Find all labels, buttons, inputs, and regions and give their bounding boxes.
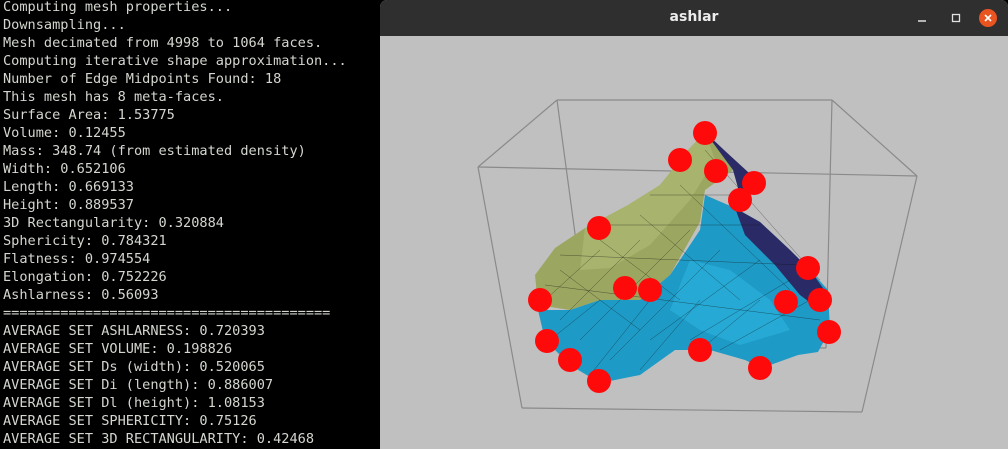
edge-midpoint-marker — [638, 278, 662, 302]
maximize-icon — [951, 13, 961, 23]
window-title: ashlar — [669, 9, 719, 25]
edge-midpoint-marker — [774, 290, 798, 314]
bbox-edge — [831, 99, 918, 177]
mesh-wire-edge — [679, 184, 791, 291]
edge-midpoint-marker — [668, 148, 692, 172]
terminal-line: Computing mesh properties... — [3, 0, 233, 15]
edge-midpoint-marker — [817, 320, 841, 344]
maximize-button[interactable] — [947, 9, 965, 27]
terminal-line: Computing iterative shape approximation.… — [3, 53, 347, 69]
edge-midpoint-marker — [728, 188, 752, 212]
terminal-line: Mass: 348.74 (from estimated density) — [3, 143, 306, 159]
3d-viewport[interactable] — [380, 36, 1008, 449]
terminal-line: AVERAGE SET 3D RECTANGULARITY: 0.42468 — [3, 431, 314, 447]
mesh-wire-edge — [544, 284, 821, 321]
close-icon — [984, 14, 992, 22]
edge-midpoint-marker — [528, 288, 552, 312]
terminal-line: AVERAGE SET Di (length): 0.886007 — [3, 377, 274, 393]
terminal-line: Surface Area: 1.53775 — [3, 107, 175, 123]
edge-midpoint-marker — [796, 256, 820, 280]
mesh-wire-edge — [699, 299, 761, 351]
bbox-edge — [477, 166, 523, 409]
edge-midpoint-marker — [742, 171, 766, 195]
edge-midpoint-markers — [528, 121, 841, 393]
terminal-line: Volume: 0.12455 — [3, 125, 126, 141]
terminal-line: Sphericity: 0.784321 — [3, 233, 167, 249]
edge-midpoint-marker — [558, 348, 582, 372]
terminal-line: AVERAGE SET ASHLARNESS: 0.720393 — [3, 323, 265, 339]
mesh-wire-edge — [599, 239, 681, 301]
edge-midpoint-marker — [535, 329, 559, 353]
terminal-line: AVERAGE SET VOLUME: 0.198826 — [3, 341, 233, 357]
mesh-blue-highlight — [670, 260, 790, 345]
mesh-wire-edge — [549, 299, 601, 341]
terminal-line: AVERAGE SET SPHERICITY: 0.75126 — [3, 413, 257, 429]
terminal-panel[interactable]: Computing mesh properties... Downsampling… — [0, 0, 382, 449]
terminal-line: Elongation: 0.752226 — [3, 269, 167, 285]
minimize-button[interactable] — [913, 9, 931, 27]
mesh-wire-edge — [589, 299, 651, 376]
edge-midpoint-marker — [587, 216, 611, 240]
terminal-line: Downsampling... — [3, 17, 126, 33]
mesh-navy-region — [735, 208, 828, 310]
mesh-wire-edge — [639, 214, 741, 301]
mesh-wire-edge — [559, 254, 801, 266]
mesh-scene[interactable] — [380, 36, 1008, 449]
bbox-edge — [477, 99, 558, 168]
edge-midpoint-marker — [693, 121, 717, 145]
terminal-line: This mesh has 8 meta-faces. — [3, 89, 224, 105]
terminal-line: Flatness: 0.974554 — [3, 251, 151, 267]
mesh-wire-edge — [609, 249, 721, 361]
edge-midpoint-marker — [587, 369, 611, 393]
mesh-wire-edge — [559, 239, 641, 321]
bbox-edge — [861, 175, 918, 413]
edge-midpoint-marker — [613, 276, 637, 300]
terminal-line: AVERAGE SET Ds (width): 0.520065 — [3, 359, 265, 375]
terminal-line: AVERAGE SET Dl (height): 1.08153 — [3, 395, 265, 411]
terminal-line: 3D Rectangularity: 0.320884 — [3, 215, 224, 231]
terminal-line: Height: 0.889537 — [3, 197, 134, 213]
close-button[interactable] — [979, 9, 997, 27]
terminal-line: Mesh decimated from 4998 to 1064 faces. — [3, 35, 323, 51]
ashlar-window[interactable]: ashlar — [380, 0, 1008, 449]
mesh-wireframe — [544, 149, 821, 376]
mesh-wire-edge — [544, 249, 601, 301]
terminal-line: Length: 0.669133 — [3, 179, 134, 195]
edge-midpoint-marker — [808, 288, 832, 312]
terminal-line: Width: 0.652106 — [3, 161, 126, 177]
window-titlebar[interactable]: ashlar — [380, 0, 1008, 36]
terminal-line: Number of Edge Midpoints Found: 18 — [3, 71, 282, 87]
edge-midpoint-marker — [704, 159, 728, 183]
mesh-wire-edge — [649, 259, 761, 341]
terminal-line: ======================================== — [3, 305, 331, 321]
bbox-edge — [521, 407, 863, 413]
mesh-wire-edge — [639, 299, 701, 371]
edge-midpoint-marker — [688, 338, 712, 362]
edge-midpoint-marker — [748, 356, 772, 380]
terminal-line: Ashlarness: 0.56093 — [3, 287, 159, 303]
minimize-icon — [918, 20, 926, 22]
